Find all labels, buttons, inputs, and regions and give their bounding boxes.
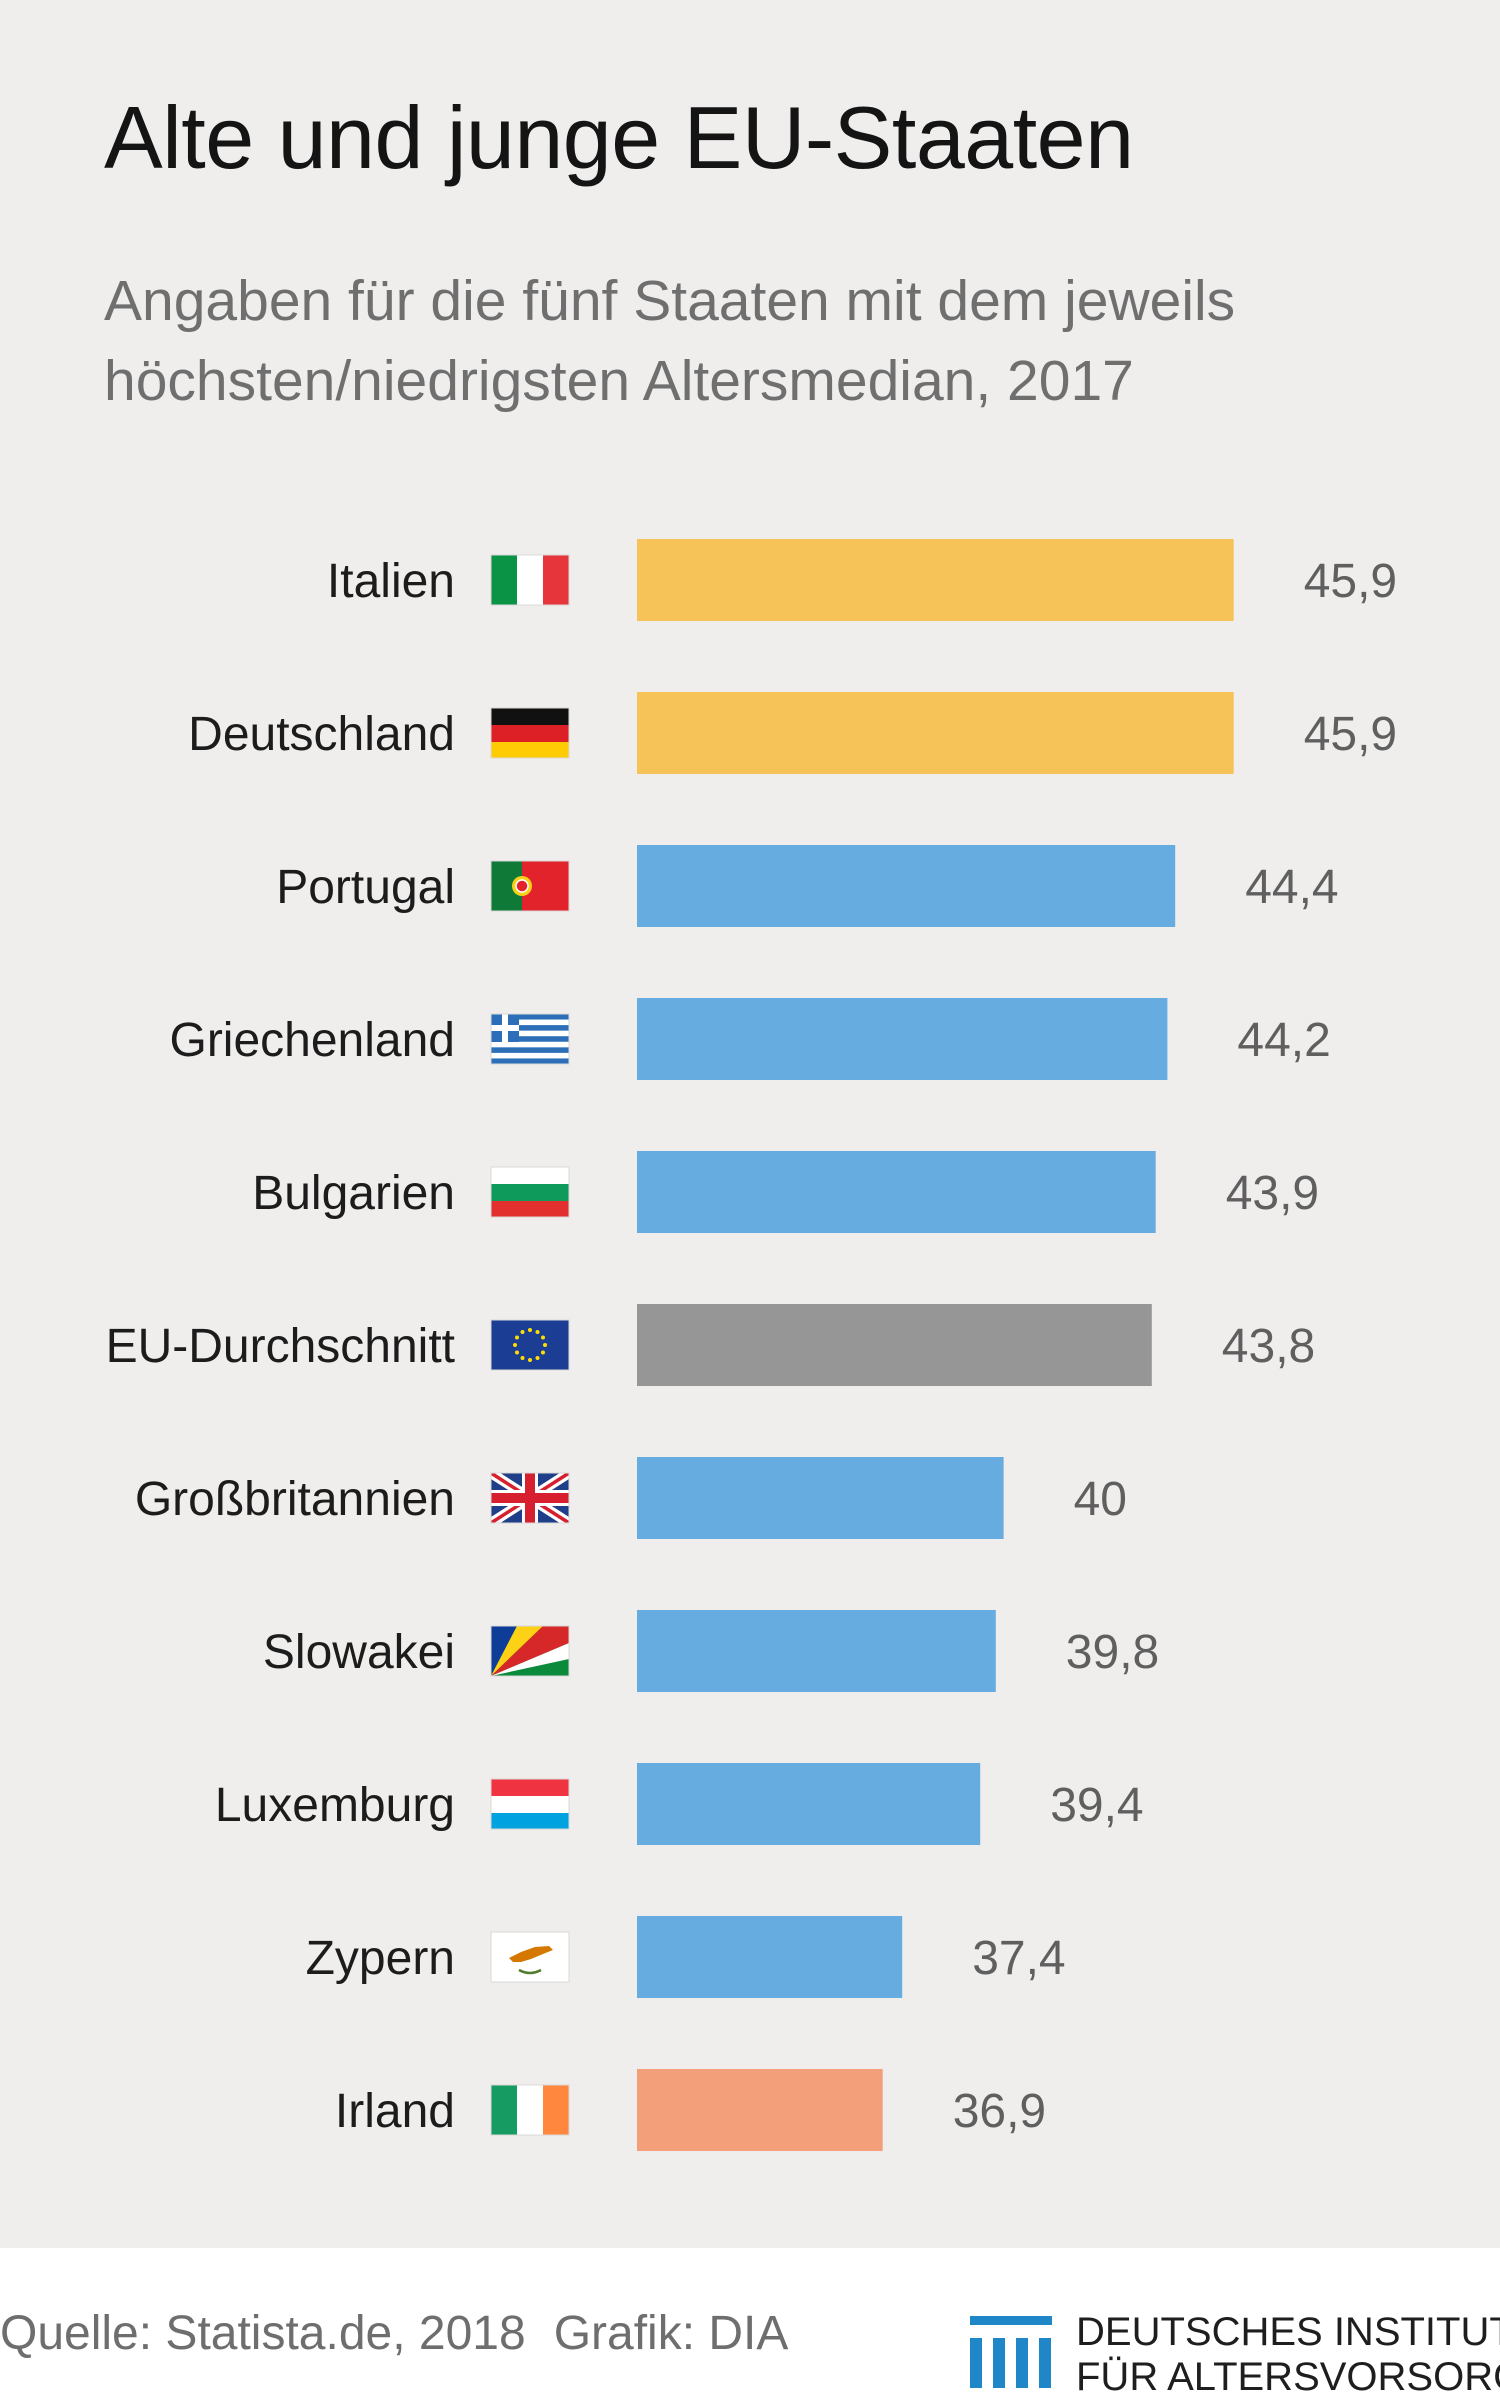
value-label: 39,4 — [1050, 1779, 1143, 1832]
bar-row: EU-Durchschnitt 43,8 — [106, 1304, 1315, 1386]
flag-portugal-icon — [490, 860, 570, 912]
category-label: Griechenland — [169, 1014, 455, 1067]
source-label: Quelle: Statista.de, 2018 — [0, 2307, 526, 2360]
value-label: 43,8 — [1222, 1320, 1315, 1373]
chart-panel — [0, 0, 1500, 2248]
category-label: Deutschland — [188, 708, 455, 761]
value-label: 45,9 — [1304, 708, 1397, 761]
value-label: 40 — [1074, 1473, 1127, 1526]
bar-row: Italien 45,9 — [327, 539, 1397, 621]
value-label: 39,8 — [1066, 1626, 1159, 1679]
bar — [637, 1304, 1152, 1386]
flag-greece-icon — [490, 1013, 570, 1065]
dia-logo-icon — [970, 2316, 1052, 2388]
flag-luxembourg-icon — [490, 1778, 570, 1830]
bar — [637, 1916, 903, 1998]
bar — [637, 1457, 1004, 1539]
category-label: Luxemburg — [215, 1779, 455, 1832]
category-label: Slowakei — [263, 1626, 455, 1679]
bar-row: Luxemburg 39,4 — [215, 1763, 1144, 1845]
bar-row: Großbritannien 40 — [135, 1457, 1127, 1539]
bar-row: Portugal 44,4 — [276, 845, 1339, 927]
logo-line-2: FÜR ALTERSVORSORGE — [1076, 2354, 1500, 2399]
bar-chart: Italien 45,9 Deutschland 45,9 Portugal 44,4 Gr… — [106, 539, 1397, 2151]
graphic-credit: Grafik: DIA — [553, 2307, 789, 2360]
flag-slovakia-icon — [490, 1625, 570, 1677]
bar-row: Griechenland 44,2 — [169, 998, 1331, 1080]
category-label: Großbritannien — [135, 1473, 455, 1526]
category-label: EU-Durchschnitt — [106, 1320, 455, 1373]
category-label: Portugal — [276, 861, 455, 914]
flag-bulgaria-icon — [490, 1166, 570, 1218]
flag-ireland-icon — [490, 2084, 570, 2136]
flag-cyprus-icon — [490, 1931, 570, 1983]
bar — [637, 845, 1176, 927]
flag-italy-icon — [490, 554, 570, 606]
category-label: Zypern — [306, 1932, 455, 1985]
value-label: 44,2 — [1237, 1014, 1330, 1067]
logo-line-1: DEUTSCHES INSTITUT — [1076, 2310, 1500, 2354]
flag-eu-icon — [490, 1319, 570, 1371]
value-label: 37,4 — [972, 1932, 1065, 1985]
flag-germany-icon — [490, 707, 570, 759]
bar — [637, 1151, 1156, 1233]
value-label: 45,9 — [1304, 555, 1397, 608]
chart-subtitle: Angaben für die fünf Staaten mit dem jew… — [104, 269, 1236, 413]
category-label: Bulgarien — [252, 1167, 455, 1220]
dia-logo-text: DEUTSCHES INSTITUT FÜR ALTERSVORSORGE — [1076, 2310, 1500, 2400]
value-label: 36,9 — [953, 2085, 1046, 2138]
bar — [637, 2069, 883, 2151]
bar — [637, 1610, 996, 1692]
bar-row: Deutschland 45,9 — [188, 692, 1397, 774]
bar — [637, 1763, 981, 1845]
bar-row: Bulgarien 43,9 — [252, 1151, 1319, 1233]
bar-row: Zypern 37,4 — [306, 1916, 1066, 1998]
bar — [637, 539, 1234, 621]
category-label: Irland — [335, 2085, 455, 2138]
flag-uk-icon — [490, 1472, 570, 1524]
bar-row: Irland 36,9 — [335, 2069, 1046, 2151]
category-label: Italien — [327, 555, 455, 608]
bar — [637, 692, 1234, 774]
chart-title: Alte und junge EU-Staaten — [104, 88, 1134, 187]
bar — [637, 998, 1168, 1080]
bar-row: Slowakei 39,8 — [263, 1610, 1159, 1692]
value-label: 43,9 — [1226, 1167, 1319, 1220]
value-label: 44,4 — [1245, 861, 1338, 914]
footer-source: Quelle: Statista.de, 2018 Grafik: DIA — [0, 2306, 788, 2361]
